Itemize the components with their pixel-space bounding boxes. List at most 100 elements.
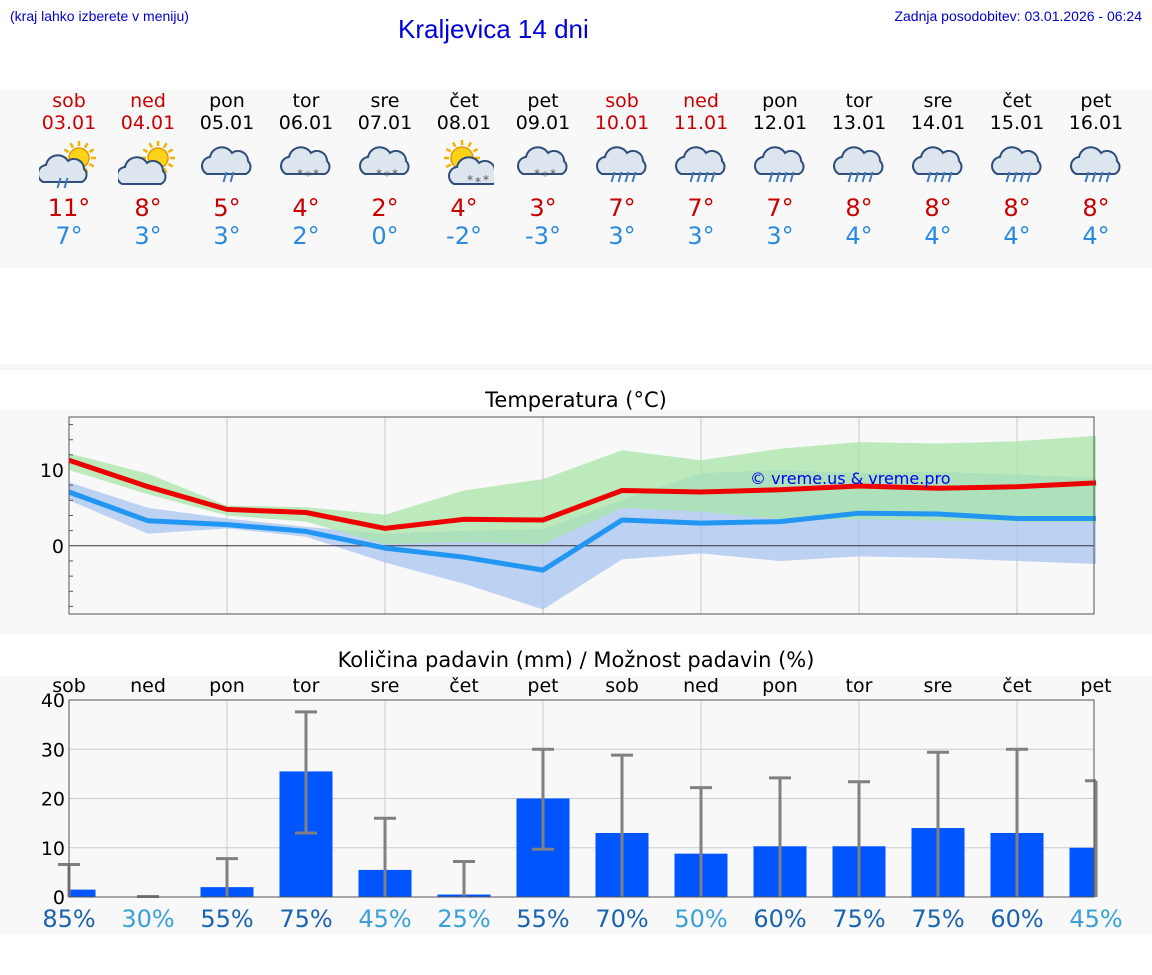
day-axis-label: tor (846, 675, 873, 697)
y-tick-label: 0 (53, 887, 65, 909)
temp-max: 4° (292, 194, 320, 222)
cloud-snow-icon: * * * (359, 146, 410, 183)
cloud-snow-icon: * * * (280, 146, 331, 183)
day-axis-label: pet (1080, 675, 1111, 697)
day-name: tor (845, 90, 873, 112)
day-axis-label: ned (130, 675, 166, 697)
sun-cloud-rain-icon (39, 141, 96, 189)
day-name: tor (292, 90, 320, 112)
y-tick-label: 10 (40, 460, 64, 482)
divider (0, 364, 1152, 370)
precip-probability-label: 45% (1069, 905, 1122, 933)
day-name: ned (683, 90, 719, 112)
day-axis-label: čet (1002, 675, 1032, 697)
temp-max: 11° (47, 194, 91, 222)
svg-text:*: * (542, 169, 548, 183)
day-name: sob (605, 90, 639, 112)
precip-probability-label: 50% (674, 905, 727, 933)
day-date: 12.01 (752, 112, 808, 134)
day-date: 11.01 (673, 112, 729, 134)
precip-probability-label: 75% (279, 905, 332, 933)
precip-probability-label: 45% (358, 905, 411, 933)
day-date: 08.01 (436, 112, 492, 134)
precip-probability-label: 55% (516, 905, 569, 933)
day-name: pon (762, 90, 798, 112)
temp-max: 4° (450, 194, 478, 222)
temp-min: 4° (845, 222, 873, 250)
y-tick-label: 20 (41, 789, 65, 811)
svg-text:*: * (313, 167, 319, 181)
day-axis-label: tor (293, 675, 320, 697)
location-hint: (kraj lahko izberete v meniju) (10, 8, 189, 24)
temp-min: 3° (687, 222, 715, 250)
day-date: 07.01 (357, 112, 413, 134)
temp-max: 3° (529, 194, 557, 222)
day-name: čet (1002, 90, 1032, 112)
day-name: sre (370, 90, 400, 112)
day-date: 14.01 (910, 112, 966, 134)
svg-text:*: * (297, 167, 303, 181)
precipitation-chart-title: Količina padavin (mm) / Možnost padavin … (337, 648, 815, 672)
precip-probability-label: 75% (911, 905, 964, 933)
cloud-rain-icon (201, 146, 252, 183)
temp-min: 2° (292, 222, 320, 250)
svg-text:*: * (467, 173, 473, 187)
precip-probability-label: 85% (42, 905, 95, 933)
precip-bar (69, 889, 96, 897)
svg-text:*: * (534, 167, 540, 181)
day-date: 05.01 (199, 112, 255, 134)
temp-max: 5° (213, 194, 241, 222)
day-column: ned 11.01 7° 3° (665, 90, 737, 250)
svg-text:*: * (475, 175, 481, 189)
svg-text:*: * (392, 167, 398, 181)
day-date: 13.01 (831, 112, 887, 134)
day-axis-label: pet (527, 675, 558, 697)
day-column: tor 13.01 8° 4° (823, 90, 895, 250)
y-tick-label: 0 (52, 536, 64, 558)
day-name: sre (923, 90, 953, 112)
day-name: čet (449, 90, 479, 112)
temp-max: 2° (371, 194, 399, 222)
temp-max: 7° (766, 194, 794, 222)
day-column: pon 05.01 5° 3° (191, 90, 263, 250)
cloud-heavy-rain-icon (912, 146, 963, 183)
temp-min: 4° (1082, 222, 1110, 250)
day-name: pet (1080, 90, 1112, 112)
temp-max: 8° (1082, 194, 1110, 222)
sun-cloud-icon (118, 141, 175, 185)
precip-probability-label: 70% (595, 905, 648, 933)
temp-min: -2° (446, 222, 482, 250)
cloud-snow-icon: * * * (517, 146, 568, 183)
day-axis-label: pon (762, 675, 798, 697)
min-temp-line (68, 489, 1096, 573)
day-axis-label: sre (371, 675, 400, 697)
svg-text:*: * (483, 173, 489, 187)
day-date: 03.01 (41, 112, 97, 134)
day-date: 15.01 (989, 112, 1045, 134)
precip-probability-label: 60% (990, 905, 1043, 933)
daily-forecast-strip: sob 03.01 11° 7° ned 04.01 8° 3° pon 05.01 5° 3° tor… (0, 90, 1152, 268)
temp-max: 8° (845, 194, 873, 222)
day-name: pet (527, 90, 559, 112)
day-column: sre 07.01 * * * 2° 0° (349, 90, 421, 250)
day-column: sob 03.01 11° 7° (33, 90, 105, 250)
temp-max: 8° (134, 194, 162, 222)
day-column: čet 15.01 8° 4° (981, 90, 1053, 250)
temp-min: 4° (924, 222, 952, 250)
day-axis-label: sob (605, 675, 639, 697)
last-updated: Zadnja posodobitev: 03.01.2026 - 06:24 (894, 8, 1142, 24)
sun-cloud-snow-icon: * * * (444, 140, 494, 189)
day-name: pon (209, 90, 245, 112)
temp-min: 3° (608, 222, 636, 250)
precip-bar (1069, 847, 1094, 897)
cloud-heavy-rain-icon (833, 146, 884, 183)
cloud-heavy-rain-icon (754, 146, 805, 183)
day-column: pon 12.01 7° 3° (744, 90, 816, 250)
day-axis-label: sre (924, 675, 953, 697)
day-name: ned (130, 90, 166, 112)
temp-min: 3° (766, 222, 794, 250)
temperature-chart-title: Temperatura (°C) (485, 388, 667, 412)
day-date: 04.01 (120, 112, 176, 134)
day-date: 16.01 (1068, 112, 1124, 134)
